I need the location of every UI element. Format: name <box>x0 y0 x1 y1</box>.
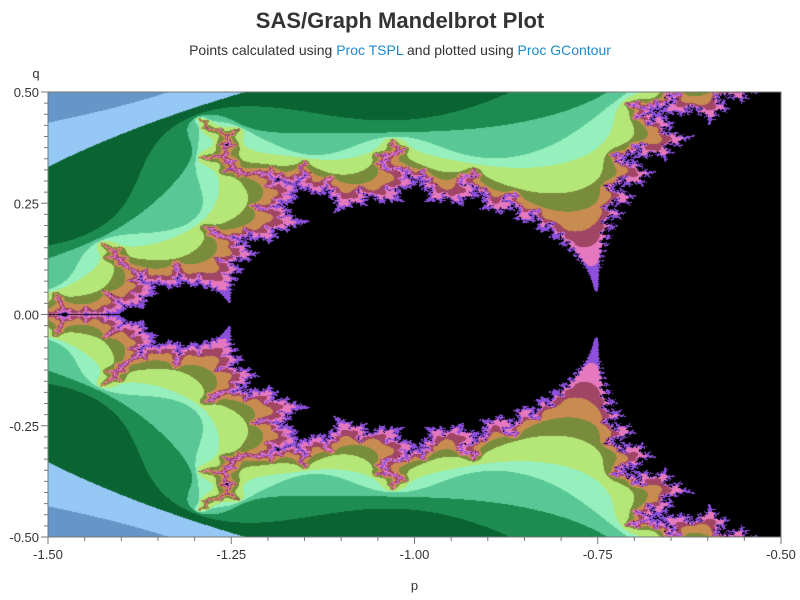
y-tick-label: -0.25 <box>9 419 39 434</box>
subtitle-text: Points calculated using <box>189 42 337 58</box>
x-tick-label: -0.75 <box>583 547 613 562</box>
y-axis-label: q <box>32 66 39 81</box>
subtitle-link[interactable]: Proc TSPL <box>336 42 404 58</box>
x-axis-label: p <box>411 578 418 593</box>
y-tick-label: 0.50 <box>14 85 39 100</box>
subtitle-link[interactable]: Proc GContour <box>517 42 611 58</box>
y-tick-label: 0.00 <box>14 308 39 323</box>
x-tick-label: -1.50 <box>33 547 63 562</box>
y-tick-label: -0.50 <box>9 530 39 545</box>
x-tick-label: -1.00 <box>400 547 430 562</box>
plot-area <box>48 92 781 537</box>
chart-title: SAS/Graph Mandelbrot Plot <box>255 8 545 33</box>
subtitle-text: and plotted using <box>403 42 518 58</box>
x-tick-label: -1.25 <box>216 547 246 562</box>
chart-subtitle: Points calculated using Proc TSPL and pl… <box>0 42 800 58</box>
axes: -1.50 -1.25 -1.00 -0.75 -0.50 0.50 0.25 0.00 -0.… <box>9 66 795 593</box>
x-tick-label: -0.50 <box>766 547 796 562</box>
y-tick-label: 0.25 <box>14 196 39 211</box>
